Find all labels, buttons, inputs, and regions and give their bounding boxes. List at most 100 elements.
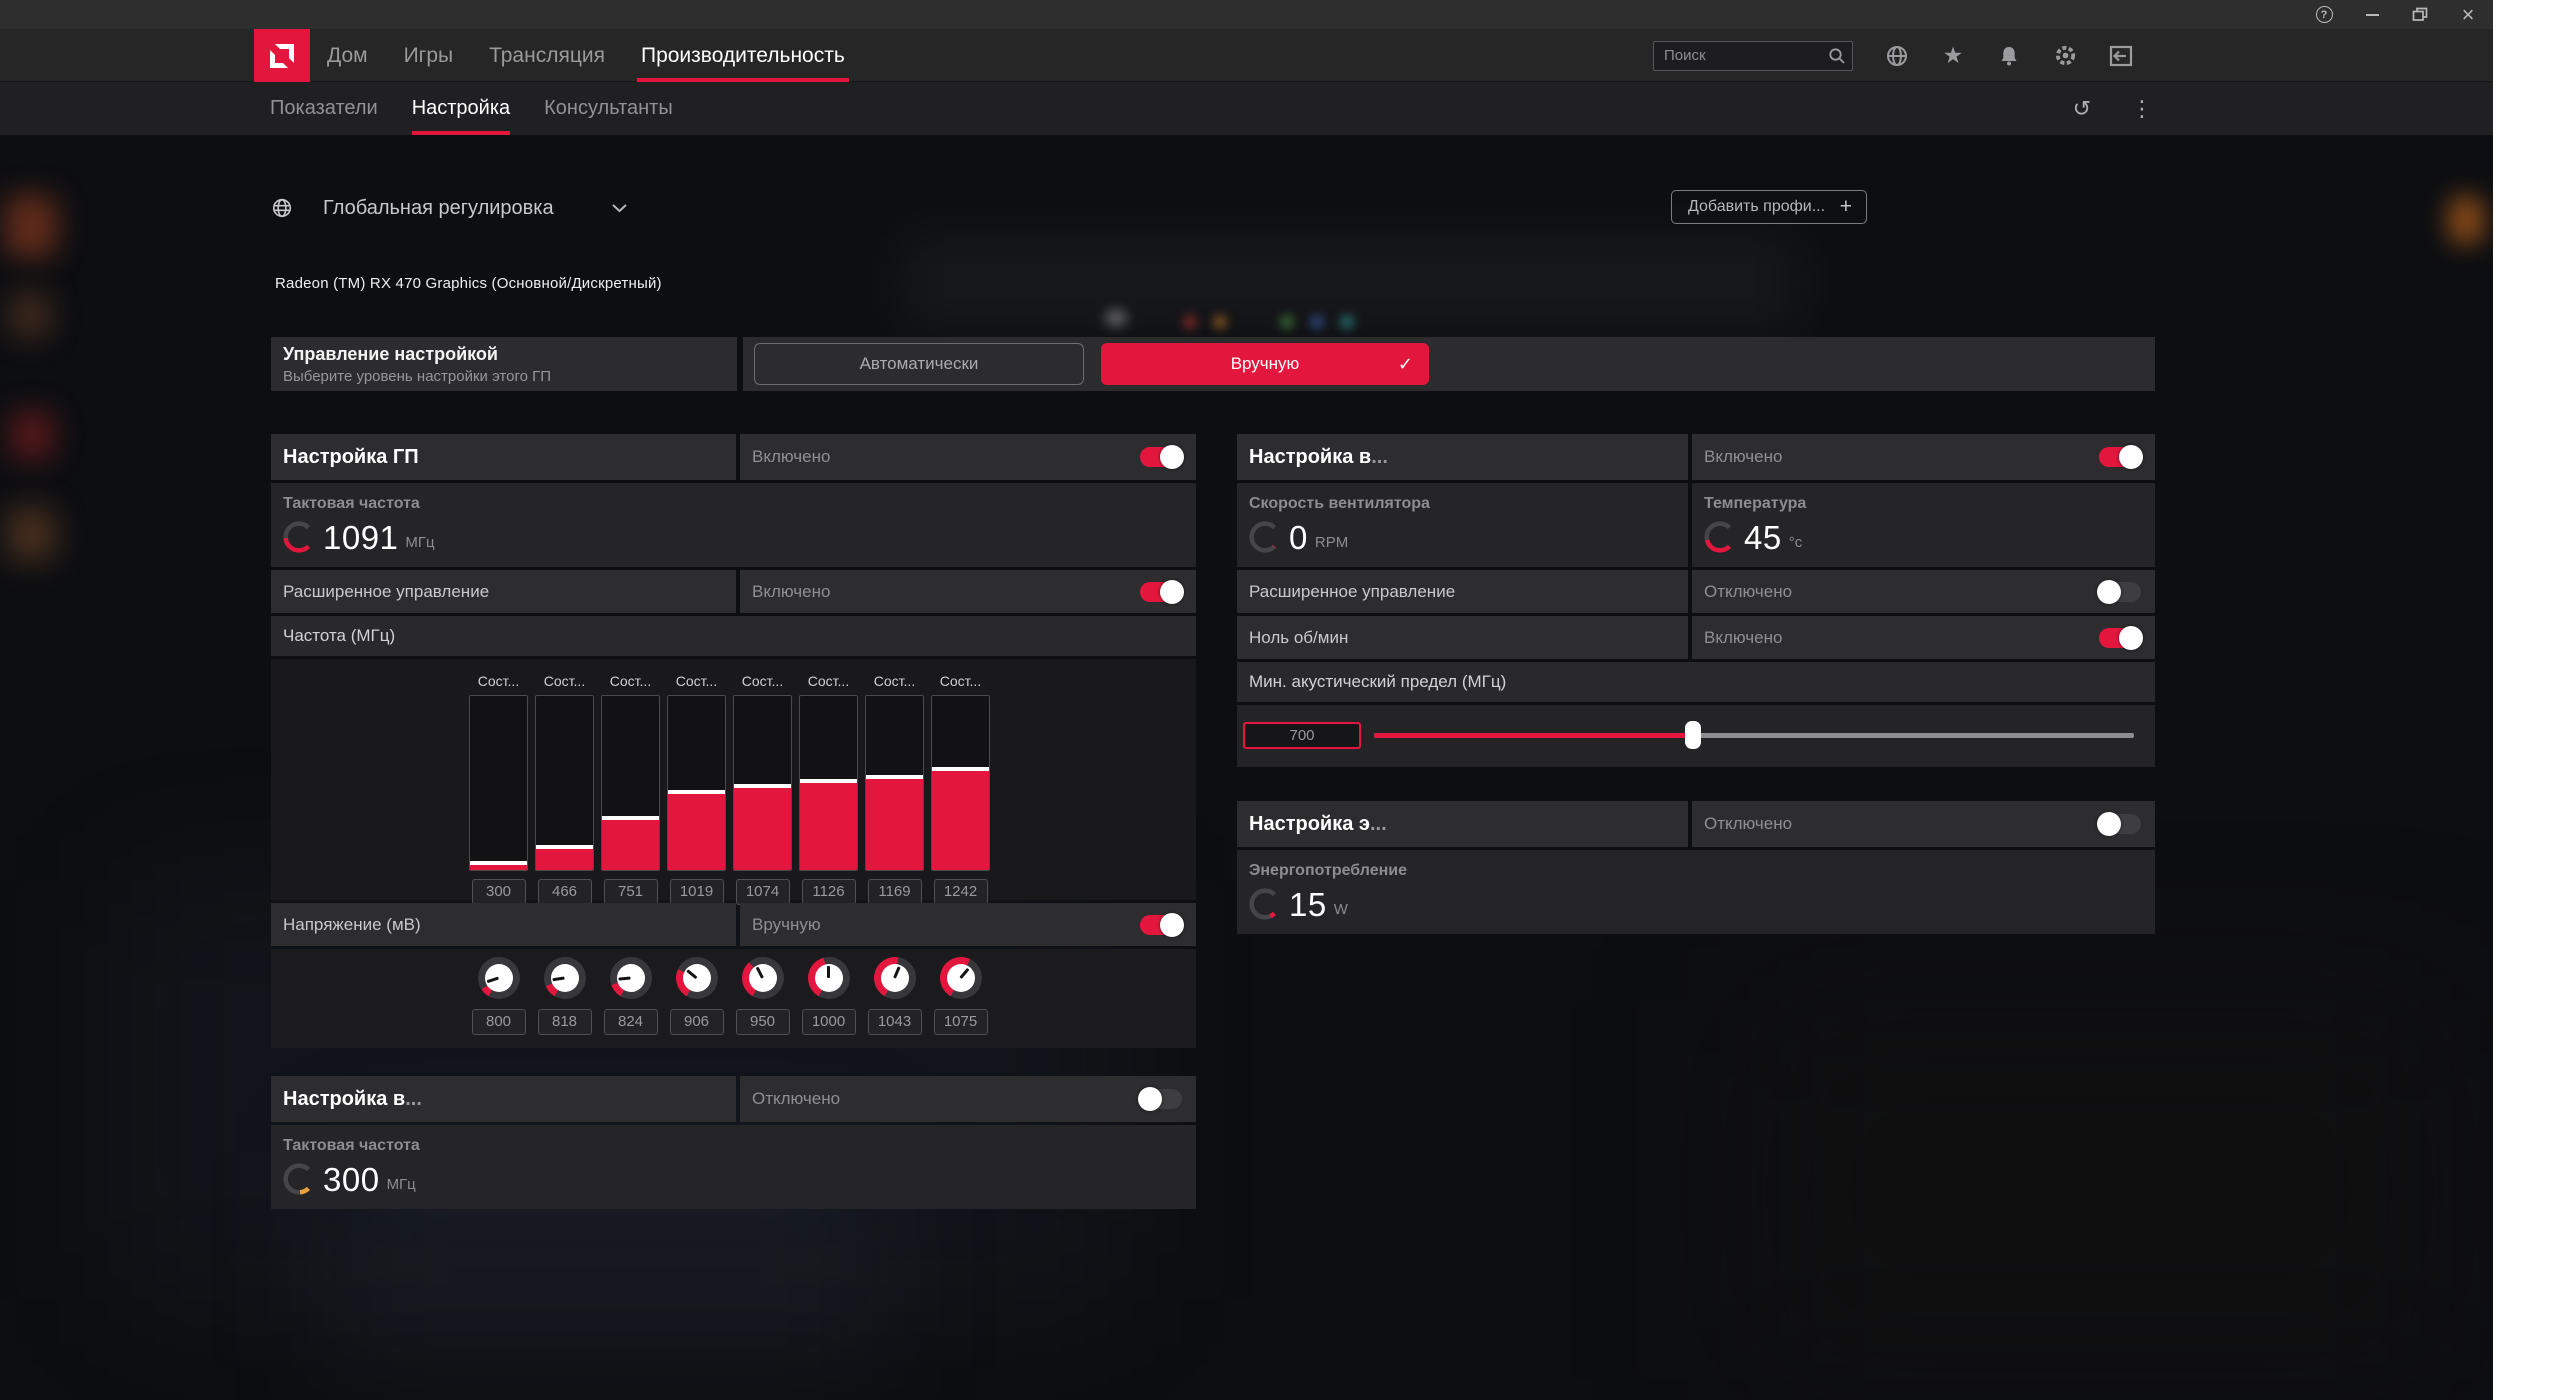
freq-state-value-7[interactable]: 1242: [933, 879, 988, 905]
vram-card-status: Отключено: [752, 1089, 841, 1108]
freq-state-header-1: Сост...: [543, 673, 586, 689]
freq-state-value-1[interactable]: 466: [537, 879, 592, 905]
acoustic-limit-label: Мин. акустический предел (МГц): [1249, 672, 1507, 691]
freq-state-header-7: Сост...: [939, 673, 982, 689]
freq-state-value-5[interactable]: 1126: [801, 879, 856, 905]
vram-tuning-toggle[interactable]: [1138, 1087, 1182, 1111]
search-icon: [1829, 47, 1845, 64]
freq-state-bar-7[interactable]: [931, 695, 990, 871]
search-box: [1653, 40, 1893, 71]
zero-rpm-label: Ноль об/мин: [1249, 627, 1349, 647]
freq-state-bar-2[interactable]: [601, 695, 660, 871]
more-options-button[interactable]: ⋮: [2131, 96, 2153, 122]
voltage-value-5[interactable]: 1000: [801, 1009, 856, 1035]
vram-clock-stat: Тактовая частота 300 МГц: [271, 1125, 1196, 1209]
reset-button[interactable]: ↺: [2073, 96, 2091, 122]
nav-item-1[interactable]: Игры: [403, 43, 454, 67]
amd-logo-icon[interactable]: [254, 29, 310, 82]
gpu-clock-value: 1091: [323, 519, 399, 556]
settings-button[interactable]: [2053, 44, 2077, 68]
voltage-knobs: 800 818 824 906 950 1000 1043 1075: [271, 949, 1196, 1048]
voltage-knob-0[interactable]: [477, 957, 520, 999]
freq-state-value-0[interactable]: 300: [471, 879, 526, 905]
nav-item-2[interactable]: Трансляция: [489, 43, 605, 67]
vram-clock-gauge-icon: [283, 1163, 315, 1195]
voltage-value-6[interactable]: 1043: [867, 1009, 922, 1035]
frequency-chart: Сост... Сост... Сост... Сост... Сост... Сост.…: [271, 659, 1196, 905]
voltage-knob-6[interactable]: [873, 957, 916, 999]
acoustic-limit-slider[interactable]: [1374, 719, 2134, 751]
notifications-button[interactable]: [1997, 44, 2021, 68]
slider-handle[interactable]: [1685, 721, 1702, 749]
fan-speed-label: Скорость вентилятора: [1249, 495, 1430, 512]
fan-advanced-toggle[interactable]: [2097, 579, 2141, 604]
freq-state-bar-6[interactable]: [865, 695, 924, 871]
zero-rpm-toggle[interactable]: [2099, 625, 2143, 650]
gear-icon: [2055, 45, 2075, 66]
freq-state-value-2[interactable]: 751: [603, 879, 658, 905]
freq-state-value-4[interactable]: 1074: [735, 879, 790, 905]
freq-state-bar-4[interactable]: [733, 695, 792, 871]
restore-button[interactable]: [2409, 4, 2431, 26]
freq-state-bar-1[interactable]: [535, 695, 594, 871]
voltage-knob-2[interactable]: [609, 957, 652, 999]
profile-selector[interactable]: Глобальная регулировка: [271, 190, 627, 226]
gpu-clock-label: Тактовая частота: [283, 495, 420, 512]
fan-tuning-toggle[interactable]: [2099, 445, 2143, 469]
star-icon: ★: [1942, 42, 1964, 68]
voltage-knob-1[interactable]: [543, 957, 586, 999]
tuning-control-title: Управление настройкой: [283, 344, 498, 364]
favorites-button[interactable]: ★: [1941, 42, 1965, 68]
voltage-value-1[interactable]: 818: [537, 1009, 592, 1035]
voltage-knob-3[interactable]: [675, 957, 718, 999]
power-tuning-toggle[interactable]: [2097, 812, 2141, 836]
compact-mode-button[interactable]: [2109, 44, 2133, 68]
nav-item-3[interactable]: Производительность: [636, 29, 849, 82]
main-navbar: Дом Игры Трансляция Производительность ★: [0, 29, 2493, 82]
freq-state-bar-3[interactable]: [667, 695, 726, 871]
voltage-value-7[interactable]: 1075: [933, 1009, 988, 1035]
voltage-value-4[interactable]: 950: [735, 1009, 790, 1035]
kebab-menu-icon: ⋮: [2131, 95, 2153, 121]
help-button[interactable]: ?: [2313, 4, 2335, 26]
add-profile-button[interactable]: Добавить профи... +: [1671, 190, 1867, 224]
freq-state-value-3[interactable]: 1019: [669, 879, 724, 905]
freq-state-header-5: Сост...: [807, 673, 850, 689]
voltage-value-3[interactable]: 906: [669, 1009, 724, 1035]
nav-item-0[interactable]: Дом: [327, 43, 368, 67]
plus-icon: +: [1839, 195, 1852, 218]
subnav-tab-2[interactable]: Консультанты: [544, 97, 673, 119]
voltage-knob-5[interactable]: [807, 957, 850, 999]
gpu-tuning-toggle[interactable]: [1140, 445, 1184, 469]
voltage-manual-toggle[interactable]: [1140, 912, 1184, 937]
acoustic-limit-row: [1237, 705, 2155, 767]
minimize-button[interactable]: [2361, 4, 2383, 26]
search-input[interactable]: [1654, 47, 1893, 64]
temperature-unit: °c: [1788, 533, 1803, 551]
manual-tuning-label: Вручную: [1230, 354, 1300, 373]
gpu-advanced-label: Расширенное управление: [283, 581, 490, 601]
freq-state-header-6: Сост...: [873, 673, 916, 689]
fan-advanced-status: Отключено: [1704, 581, 1793, 601]
voltage-value-0[interactable]: 800: [471, 1009, 526, 1035]
fan-speed-value: 0: [1289, 519, 1308, 556]
freq-state-bar-0[interactable]: [469, 695, 528, 871]
subnav-tab-1[interactable]: Настройка: [411, 82, 511, 135]
gpu-card-title: Настройка ГП: [283, 445, 419, 468]
bell-icon: [2001, 46, 2017, 65]
gpu-card-status: Включено: [752, 447, 831, 466]
freq-state-bar-5[interactable]: [799, 695, 858, 871]
voltage-status: Вручную: [752, 914, 821, 934]
subnav-tab-0[interactable]: Показатели: [270, 97, 378, 119]
voltage-knob-7[interactable]: [939, 957, 982, 999]
freq-state-value-6[interactable]: 1169: [867, 879, 922, 905]
check-icon: ✓: [1397, 353, 1413, 374]
power-consumption-stat: Энергопотребление 15 W: [1237, 850, 2155, 934]
gpu-advanced-toggle[interactable]: [1140, 579, 1184, 604]
manual-tuning-button[interactable]: Вручную ✓: [1101, 343, 1429, 385]
voltage-value-2[interactable]: 824: [603, 1009, 658, 1035]
close-button[interactable]: ×: [2457, 3, 2479, 26]
acoustic-limit-input[interactable]: [1243, 722, 1361, 749]
voltage-knob-4[interactable]: [741, 957, 784, 999]
auto-tuning-button[interactable]: Автоматически: [754, 343, 1084, 385]
